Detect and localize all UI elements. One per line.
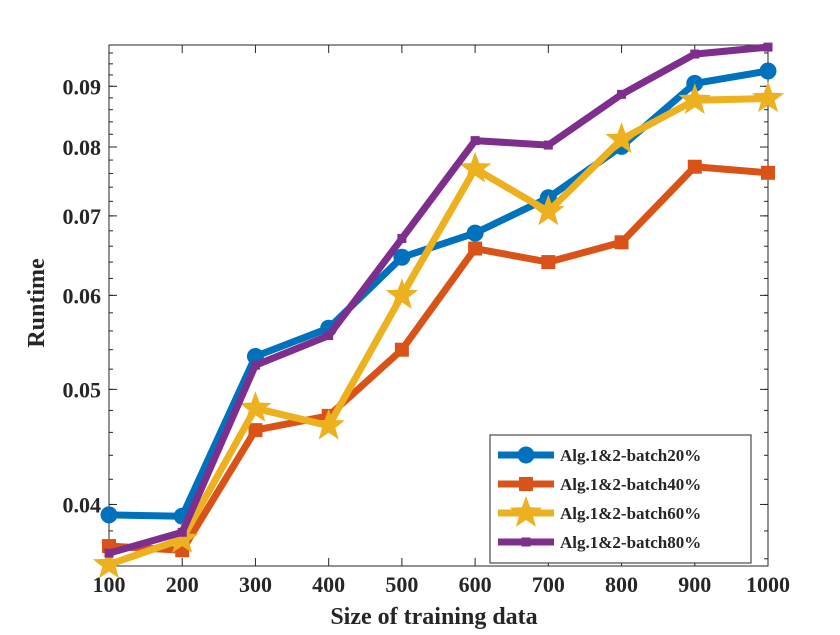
data-point: [458, 151, 492, 183]
series-alg-1-2-batch20: [100, 62, 777, 525]
data-point: [177, 527, 187, 537]
series-line: [108, 163, 769, 554]
y-tick-label: 0.09: [63, 74, 102, 99]
data-point: [92, 547, 126, 579]
data-point: [468, 241, 483, 256]
data-point: [397, 233, 407, 243]
x-axis-label: Size of training data: [330, 604, 537, 630]
legend-marker: [519, 477, 533, 491]
data-point: [763, 42, 773, 52]
data-point: [687, 159, 702, 174]
data-point: [385, 278, 419, 310]
data-point: [312, 408, 345, 440]
series-line: [108, 43, 769, 557]
data-point: [248, 423, 263, 438]
data-point: [532, 194, 565, 226]
x-tick-label: 900: [678, 572, 711, 597]
x-tick-label: 200: [166, 572, 199, 597]
legend-marker: [517, 446, 535, 464]
x-tick-label: 300: [239, 572, 272, 597]
data-point: [761, 165, 775, 180]
data-point: [541, 255, 556, 270]
y-tick-label: 0.07: [63, 204, 102, 229]
data-point: [100, 506, 118, 524]
x-tick-label: 100: [93, 572, 126, 597]
legend-marker: [509, 496, 543, 527]
y-tick-label: 0.04: [63, 492, 102, 517]
legend-label: Alg.1&2-batch20%: [560, 446, 701, 465]
series-line: [108, 67, 769, 520]
data-point: [759, 62, 777, 80]
x-tick-label: 700: [532, 572, 565, 597]
series-alg-1-2-batch80: [104, 42, 773, 558]
series-layer: [92, 42, 785, 579]
legend-item: Alg.1&2-batch80%: [498, 533, 701, 552]
data-point: [466, 224, 484, 242]
legend-label: Alg.1&2-batch80%: [560, 533, 701, 552]
data-point: [543, 140, 553, 150]
legend: Alg.1&2-batch20% Alg.1&2-batch40% Alg.1&2-…: [489, 434, 752, 564]
data-point: [617, 89, 627, 99]
x-tick-label: 1000: [746, 572, 790, 597]
data-point: [324, 331, 334, 341]
x-tick-label: 400: [312, 572, 345, 597]
data-point: [239, 391, 272, 422]
series-alg-1-2-batch60: [92, 81, 785, 579]
legend-label: Alg.1&2-batch60%: [560, 504, 701, 523]
y-tick-label: 0.08: [63, 135, 102, 160]
data-point: [104, 548, 114, 558]
data-point: [751, 81, 785, 113]
data-point: [614, 235, 629, 250]
legend-item: Alg.1&2-batch60%: [498, 496, 701, 527]
legend-label: Alg.1&2-batch40%: [560, 475, 701, 494]
data-point: [393, 248, 411, 266]
legend-marker: [521, 537, 531, 547]
y-tick-label: 0.05: [63, 377, 102, 402]
x-tick-label: 800: [605, 572, 638, 597]
data-point: [690, 49, 700, 59]
series-line: [107, 95, 769, 568]
data-point: [678, 83, 711, 114]
y-axis-label: Runtime: [24, 258, 50, 348]
series-alg-1-2-batch40: [102, 159, 775, 558]
x-tick-label: 500: [385, 572, 418, 597]
x-tick-label: 600: [459, 572, 492, 597]
legend-item: Alg.1&2-batch40%: [498, 475, 701, 494]
data-point: [250, 360, 260, 370]
legend-item: Alg.1&2-batch20%: [498, 446, 701, 465]
data-point: [605, 122, 638, 154]
data-point: [166, 522, 199, 553]
data-point: [394, 342, 409, 357]
data-point: [470, 136, 480, 146]
y-tick-label: 0.06: [63, 283, 102, 308]
